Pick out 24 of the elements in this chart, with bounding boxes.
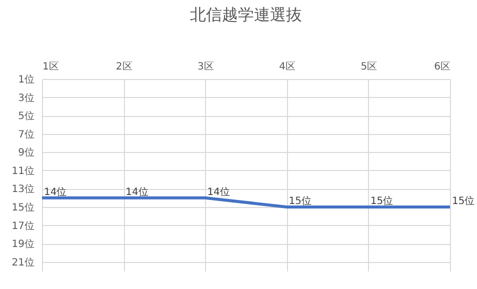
x-tick-label: 3区	[198, 62, 214, 72]
y-tick-label: 13位	[12, 183, 34, 196]
y-tick-label: 7位	[18, 128, 34, 140]
data-label: 14位	[207, 186, 230, 198]
data-label: 15位	[288, 195, 312, 207]
y-tick-label: 1位	[18, 74, 34, 86]
x-tick-label: 1区	[42, 62, 59, 72]
data-label: 15位	[452, 195, 475, 207]
y-tick-label: 17位	[12, 220, 34, 232]
y-tick-label: 15位	[12, 202, 34, 214]
x-tick-label: 6区	[434, 62, 450, 72]
data-label: 14位	[126, 186, 148, 198]
y-tick-label: 5位	[18, 110, 34, 122]
y-tick-label: 19位	[12, 238, 34, 250]
data-label: 15位	[370, 195, 394, 207]
y-tick-label: 9位	[18, 146, 34, 159]
y-tick-label: 11位	[12, 164, 34, 177]
x-tick-label: 2区	[116, 62, 132, 72]
y-tick-label: 21位	[12, 256, 34, 268]
x-tick-label: 4区	[279, 62, 296, 72]
data-label: 14位	[44, 186, 67, 198]
y-tick-label: 3位	[18, 92, 34, 104]
chart-title: 北信越学連選抜	[190, 5, 302, 24]
x-tick-label: 5区	[360, 62, 378, 72]
